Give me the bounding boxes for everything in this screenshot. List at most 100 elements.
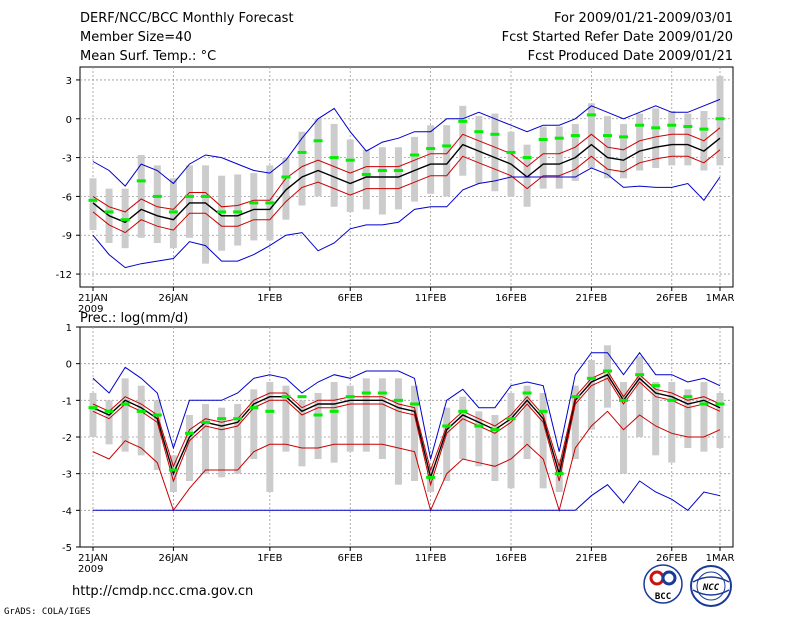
spread-box	[378, 378, 386, 459]
fcst-produced-date: Fcst Produced Date 2009/01/21	[528, 49, 733, 64]
x-tick-label: 21FEB	[576, 293, 608, 304]
spread-box	[314, 393, 322, 459]
y-tick-label: -5	[62, 543, 72, 554]
member-marker	[570, 395, 580, 399]
spread-box	[250, 389, 258, 459]
spread-box	[234, 174, 242, 246]
x-tick-label: 16FEB	[495, 553, 527, 564]
extreme-line	[92, 98, 721, 187]
member-marker	[329, 409, 339, 413]
spread-box	[266, 382, 274, 492]
member-marker	[442, 144, 452, 148]
ensemble-mean-line	[92, 137, 721, 224]
spread-box	[202, 404, 210, 474]
y-tick-label: 3	[66, 76, 72, 87]
member-marker	[361, 391, 371, 395]
spread-box	[314, 118, 322, 197]
member-marker	[249, 406, 259, 410]
spread-box	[620, 382, 628, 474]
member-marker	[120, 218, 130, 222]
member-marker	[233, 210, 243, 214]
spread-box	[137, 155, 145, 238]
x-tick-label: 11FEB	[415, 553, 447, 564]
spread-box	[459, 105, 467, 176]
x-tick-label: 1MAR	[706, 293, 735, 304]
x-tick-label: 21FEB	[576, 553, 608, 564]
ensemble-mean-line	[92, 373, 721, 480]
spread-box	[411, 136, 419, 202]
member-marker	[88, 198, 98, 202]
y-tick-label: -4	[62, 506, 72, 517]
x-tick-label: 26JAN	[158, 293, 188, 304]
spread-box	[539, 126, 547, 189]
member-marker	[570, 134, 580, 138]
member-marker	[410, 153, 420, 157]
spread-box	[652, 108, 660, 168]
member-marker	[265, 409, 275, 413]
spread-box	[185, 165, 193, 238]
spread-box	[684, 389, 692, 448]
x-tick-label: 21JAN	[78, 553, 108, 564]
spread-box	[185, 415, 193, 481]
spread-box	[330, 382, 338, 463]
member-marker	[281, 395, 291, 399]
spread-box	[603, 345, 611, 408]
member-marker	[184, 194, 194, 198]
spread-box	[330, 123, 338, 207]
member-marker	[602, 134, 612, 138]
spread-box	[475, 116, 483, 184]
member-marker	[345, 158, 355, 162]
spread-line	[92, 149, 721, 234]
spread-box	[298, 400, 306, 467]
extreme-line	[92, 351, 721, 460]
member-marker	[377, 169, 387, 173]
x-tick-label: 26JAN	[158, 553, 188, 564]
y-tick-label: -1	[62, 396, 72, 407]
member-marker	[635, 123, 645, 127]
member-marker	[393, 169, 403, 173]
member-marker	[458, 119, 468, 123]
source-url[interactable]: http://cmdp.ncc.cma.gov.cn	[72, 584, 253, 599]
member-marker	[667, 398, 677, 402]
spread-box	[394, 378, 402, 485]
spread-box	[620, 123, 628, 179]
x-tick-label: 6FEB	[338, 553, 363, 564]
spread-line	[92, 377, 721, 487]
member-marker	[313, 139, 323, 143]
member-size-label: Member Size=40	[80, 30, 192, 45]
member-marker	[651, 384, 661, 388]
member-marker	[683, 125, 693, 129]
member-marker	[506, 417, 516, 421]
spread-box	[427, 125, 435, 194]
member-marker	[152, 413, 162, 417]
x-tick-year: 2009	[78, 564, 103, 575]
spread-box	[636, 356, 644, 437]
x-tick-label: 1FEB	[257, 553, 282, 564]
y-tick-label: -3	[62, 470, 72, 481]
spread-box	[105, 400, 113, 445]
member-marker	[538, 137, 548, 141]
ncc-logo-text: NCC	[702, 583, 720, 593]
spread-box	[652, 382, 660, 456]
member-marker	[490, 132, 500, 136]
spread-box	[716, 393, 724, 448]
spread-box	[491, 415, 499, 481]
spread-box	[443, 125, 451, 197]
spread-box	[700, 382, 708, 452]
member-marker	[88, 406, 98, 410]
spread-box	[153, 400, 161, 470]
spread-box	[555, 126, 563, 189]
member-marker	[442, 424, 452, 428]
member-marker	[104, 409, 114, 413]
member-marker	[297, 395, 307, 399]
x-tick-label: 26FEB	[656, 293, 688, 304]
member-marker	[281, 175, 291, 179]
y-tick-label: -9	[62, 231, 72, 242]
member-marker	[474, 424, 484, 428]
member-marker	[554, 136, 564, 140]
member-marker	[522, 391, 532, 395]
spread-box	[523, 144, 531, 207]
spread-box	[684, 113, 692, 166]
member-marker	[297, 150, 307, 154]
